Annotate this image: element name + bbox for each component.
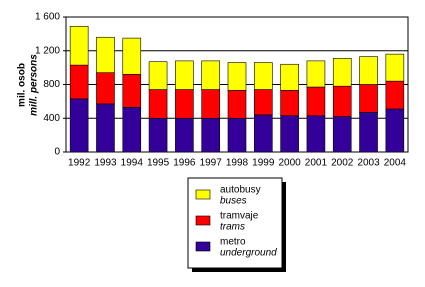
bar-segment xyxy=(332,58,352,87)
legend-label: autobusy xyxy=(220,185,261,196)
bar-segment xyxy=(280,90,299,117)
x-tick-label: 1993 xyxy=(94,158,117,169)
bar-segment xyxy=(332,116,352,153)
x-tick-label: 2000 xyxy=(278,158,301,169)
legend-swatch xyxy=(195,189,211,200)
bar-segment xyxy=(254,114,273,153)
bar-segment xyxy=(201,89,220,119)
x-tick-label: 2003 xyxy=(357,158,380,169)
bar-segment xyxy=(359,84,378,113)
y-tick-label: 0 xyxy=(54,147,60,158)
bar-segment xyxy=(359,112,378,153)
bar-segment xyxy=(175,60,194,90)
x-tick-label: 1995 xyxy=(147,158,170,169)
y-tick-label: 400 xyxy=(43,113,60,124)
bar-segment xyxy=(227,62,247,91)
bar-segment xyxy=(122,37,142,75)
x-tick-label: 1997 xyxy=(200,158,223,169)
x-tick-label: 1996 xyxy=(173,158,196,169)
bar-segment xyxy=(148,117,168,153)
y-tick-label: 1 600 xyxy=(35,12,60,23)
bar-segment xyxy=(306,86,326,117)
y-tick-label: 1 200 xyxy=(35,45,60,56)
bar-segment xyxy=(306,60,326,88)
bar-segment xyxy=(69,25,89,66)
bar-segment xyxy=(122,106,142,153)
bar-segment xyxy=(280,63,299,91)
x-tick-label: 2002 xyxy=(331,158,354,169)
bar-segment xyxy=(332,85,352,117)
y-tick-label: 800 xyxy=(43,79,60,90)
legend-swatch xyxy=(195,215,211,226)
bar-segment xyxy=(175,89,194,119)
bar-segment xyxy=(122,74,142,108)
bar-segment xyxy=(385,53,405,82)
x-tick-label: 1998 xyxy=(226,158,249,169)
bar-segment xyxy=(148,89,168,119)
legend-label: metro xyxy=(220,237,246,248)
bar-segment xyxy=(201,60,220,90)
bar-segment xyxy=(69,98,89,153)
bar-segment xyxy=(201,117,220,153)
bar-segment xyxy=(385,80,405,110)
bar-segment xyxy=(359,56,378,85)
bar-segment xyxy=(280,115,299,153)
bar-segment xyxy=(385,108,405,153)
legend-swatch xyxy=(195,241,211,252)
x-tick-label: 2004 xyxy=(384,158,407,169)
legend-label-en: trams xyxy=(220,222,245,233)
x-tick-label: 2001 xyxy=(305,158,328,169)
x-tick-label: 1999 xyxy=(252,158,275,169)
legend-label-en: underground xyxy=(220,248,277,259)
bar-segment xyxy=(69,64,89,100)
bar-segment xyxy=(96,36,115,73)
bar-segment xyxy=(227,90,247,119)
bar-segment xyxy=(175,117,194,153)
bar-segment xyxy=(254,89,273,116)
y-axis-title-en: mill. persons xyxy=(29,54,40,116)
bar-segment xyxy=(96,72,115,105)
x-tick-label: 1994 xyxy=(121,158,144,169)
bar-segment xyxy=(148,61,168,90)
bar-segment xyxy=(227,117,247,153)
bar-segment xyxy=(254,62,273,90)
bar-segment xyxy=(96,103,115,153)
y-axis-title: mil. osob xyxy=(17,63,28,107)
legend-label-en: buses xyxy=(220,196,247,207)
legend-label: tramvaje xyxy=(220,211,259,222)
x-tick-label: 1992 xyxy=(68,158,91,169)
bar-segment xyxy=(306,115,326,153)
